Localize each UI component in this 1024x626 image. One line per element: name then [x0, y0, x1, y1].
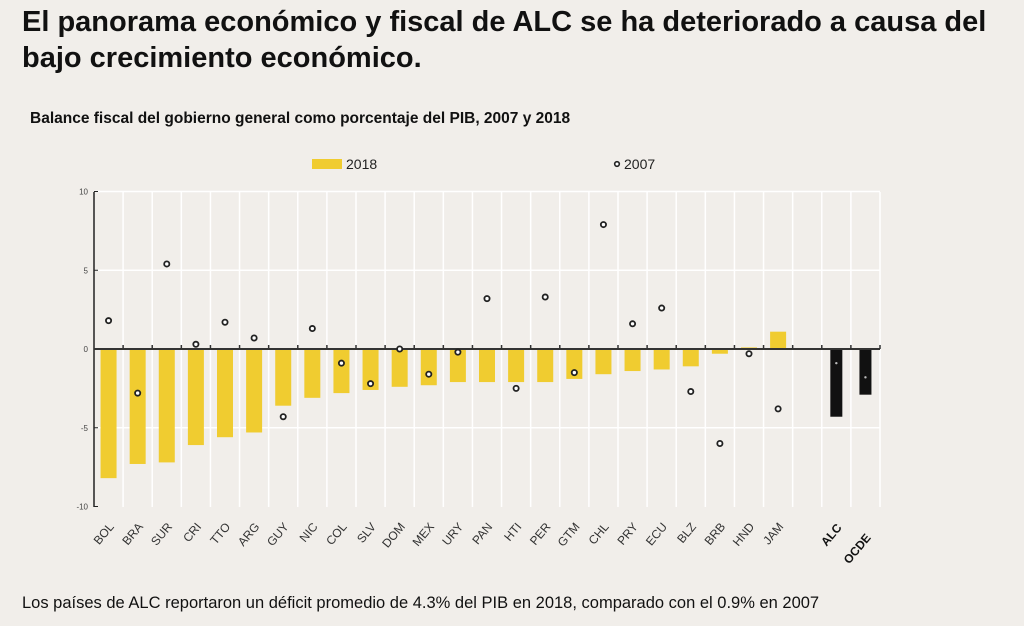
bar-2018-mex [420, 349, 437, 386]
bar-2018-nic [304, 349, 321, 398]
x-tick-label: PER [527, 520, 554, 548]
bar-2018-dom [391, 349, 408, 387]
bar-2018-ecu [653, 349, 670, 370]
marker-2007-dom [396, 345, 404, 353]
y-tick-label: 10 [79, 188, 88, 197]
bar-2018-pry [624, 349, 641, 372]
bar-2018-brb [711, 349, 728, 354]
y-tick-label: -5 [81, 424, 89, 433]
x-tick-label: ECU [643, 520, 670, 548]
bar-2018-bra [129, 349, 146, 464]
bar-2018-col [333, 349, 350, 394]
x-tick-label: HTI [501, 520, 524, 544]
bar-2018-blz [682, 349, 699, 367]
marker-2007-sur [163, 260, 171, 268]
x-tick-label: GUY [264, 520, 291, 549]
marker-2007-blz [687, 388, 695, 396]
marker-2007-mex [425, 370, 433, 378]
x-tick-label: CRI [180, 520, 204, 545]
bar-2018-per [537, 349, 554, 383]
bar-2018-gtm [566, 349, 583, 379]
x-tick-label: PAN [469, 520, 495, 547]
x-tick-label: BOL [91, 520, 117, 548]
marker-2007-brb [716, 439, 724, 447]
x-tick-label: MEX [410, 520, 437, 549]
bar-2018-bol [100, 349, 117, 479]
marker-2007-guy [279, 413, 287, 421]
marker-2007-cri [192, 340, 200, 348]
marker-2007-chl [599, 221, 607, 229]
marker-2007-pan [483, 295, 491, 303]
x-tick-label: URY [439, 520, 466, 548]
x-tick-label: TTO [207, 520, 233, 547]
bar-2018-chl [595, 349, 612, 375]
chart-title: Balance fiscal del gobierno general como… [30, 110, 571, 127]
x-tick-label: SUR [148, 520, 175, 549]
x-tick-label: BRB [702, 520, 729, 548]
y-tick-label: 5 [84, 266, 89, 275]
footer-note: Los países de ALC reportaron un déficit … [22, 594, 820, 612]
legend-marker-2007 [613, 160, 621, 168]
y-tick-label: 0 [84, 345, 89, 354]
bar-2018-guy [275, 349, 292, 406]
x-tick-label: JAM [760, 520, 786, 547]
x-tick-label: NIC [297, 520, 321, 545]
x-tick-label: SLV [354, 520, 379, 546]
bar-2018-jam [770, 331, 787, 349]
x-tick-label: COL [323, 520, 350, 548]
x-tick-label: PRY [614, 520, 640, 548]
marker-2007-jam [774, 405, 782, 413]
legend-label-2018: 2018 [346, 156, 377, 172]
headline: El panorama económico y fiscal de ALC se… [22, 6, 987, 74]
marker-2007-slv [367, 380, 375, 388]
marker-2007-bol [105, 317, 113, 325]
marker-2007-arg [250, 334, 258, 342]
marker-2007-nic [308, 325, 316, 333]
x-tick-label: BLZ [674, 520, 699, 546]
bar-2018-tto [217, 349, 233, 438]
marker-2007-alc [835, 361, 838, 365]
x-tick-label: DOM [379, 520, 408, 550]
x-tick-label: GTM [555, 520, 583, 549]
bar-2018-ury [449, 349, 466, 383]
marker-2007-hnd [745, 350, 753, 358]
bar-2018-hti [508, 349, 525, 383]
bar-2018-cri [187, 349, 204, 446]
x-tick-label: OCDE [841, 531, 874, 567]
bar-2018-ocde [859, 349, 872, 395]
legend-label-2007: 2007 [624, 156, 655, 172]
marker-2007-hti [512, 384, 520, 392]
marker-2007-tto [221, 318, 229, 326]
marker-2007-ocde [864, 376, 867, 379]
bar-2018-arg [246, 349, 263, 433]
x-tick-label: BRA [119, 520, 146, 548]
marker-2007-per [541, 293, 549, 301]
marker-2007-bra [134, 389, 142, 397]
x-tick-label: ARG [235, 520, 262, 549]
y-tick-label: -10 [76, 503, 88, 512]
marker-2007-ury [454, 348, 462, 356]
marker-2007-ecu [658, 304, 666, 312]
bar-2018-sur [158, 349, 175, 463]
bar-2018-pan [479, 349, 495, 383]
x-tick-label: ALC [818, 521, 845, 549]
bar-2018-alc [830, 349, 843, 417]
x-tick-label: HND [730, 520, 758, 549]
legend-swatch-2018 [312, 159, 342, 169]
bar-2018-slv [362, 349, 379, 390]
marker-2007-col [337, 359, 345, 367]
x-tick-label: CHL [586, 520, 612, 548]
marker-2007-pry [629, 320, 637, 328]
marker-2007-gtm [570, 369, 578, 377]
